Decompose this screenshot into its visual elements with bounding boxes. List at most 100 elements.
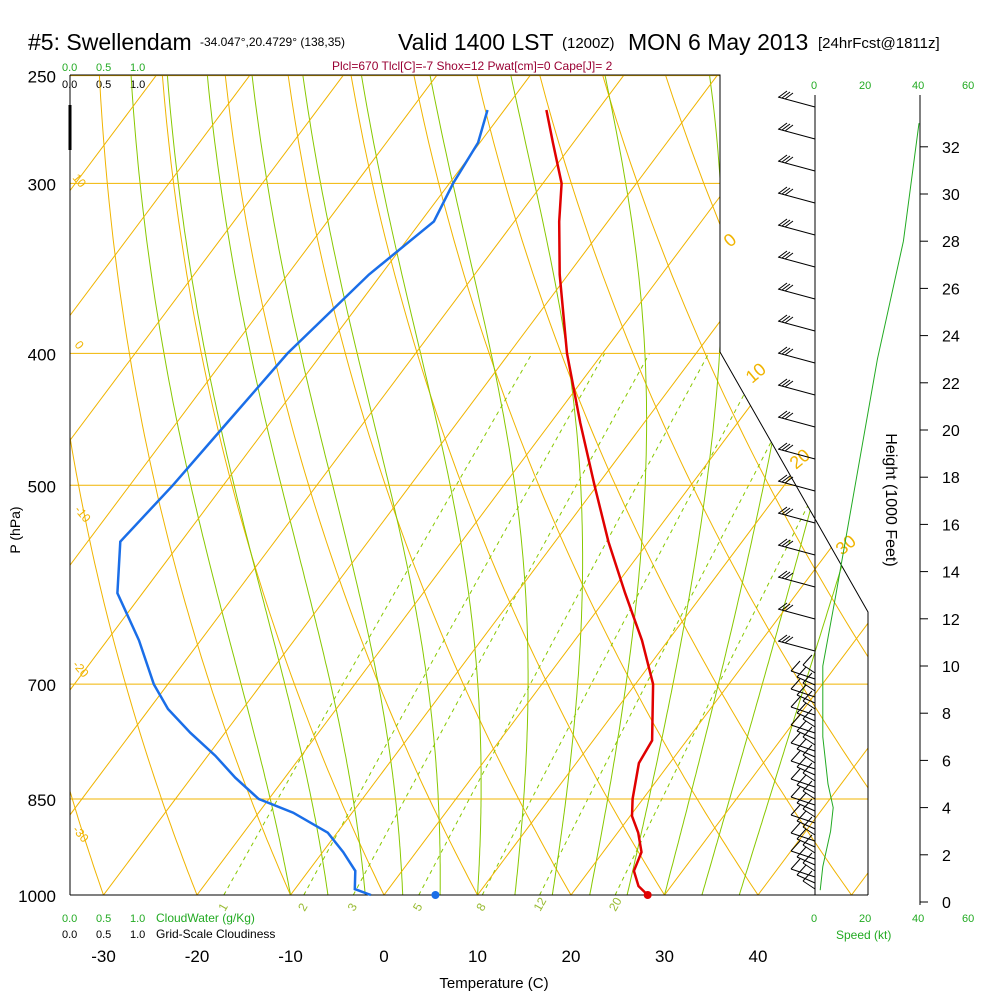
temperature-axis-title: Temperature (C) — [439, 975, 548, 992]
wind-barb-feather — [802, 780, 813, 792]
wind-barb — [802, 826, 816, 836]
speed-top-60: 60 — [962, 80, 974, 92]
wind-barb-feather — [781, 123, 791, 131]
wind-barb — [796, 874, 816, 884]
wind-barb-feather — [781, 347, 791, 355]
height-tick-label: 28 — [942, 234, 960, 251]
cloud-bottom-1: 0.5 — [96, 913, 111, 925]
wind-barb-feather — [796, 756, 807, 768]
mixing-ratio-label: 20 — [606, 895, 625, 914]
station-title: #5: Swellendam — [28, 29, 192, 55]
wind-barb — [790, 688, 816, 698]
cloud-bottom-0: 0.0 — [62, 913, 77, 925]
cloud-bottom-2: 1.0 — [130, 913, 145, 925]
height-tick-label: 2 — [942, 848, 951, 865]
wind-barb — [777, 128, 816, 140]
mixing-ratio-line — [223, 353, 533, 895]
pressure-tick-label: 400 — [28, 345, 56, 364]
wind-barb — [777, 608, 816, 620]
mixing-ratio-label: 3 — [345, 900, 361, 913]
wind-barb-feather — [784, 508, 794, 516]
isotherm-line — [757, 75, 868, 895]
surface-temperature-marker — [643, 891, 652, 899]
wind-barb-feather — [790, 678, 801, 690]
dry-adiabat — [70, 75, 198, 895]
height-tick-label: 24 — [942, 329, 960, 346]
wind-barb — [777, 416, 816, 428]
wind-barb-feather — [784, 444, 794, 452]
dry-adiabat — [287, 75, 572, 895]
wind-barb — [790, 742, 816, 752]
isotherm-line — [664, 75, 868, 895]
isotherm-line — [70, 75, 250, 895]
plot-area — [70, 75, 1000, 895]
temperature-tick-label: 30 — [655, 947, 674, 966]
speed-top-40: 40 — [912, 80, 924, 92]
moist-adiabat — [361, 75, 482, 895]
height-tick-label: 6 — [942, 753, 951, 770]
wind-barb-feather — [781, 187, 791, 195]
speed-top-0: 0 — [811, 80, 817, 92]
wind-barb-feather — [796, 792, 807, 804]
wind-barb-feather — [802, 744, 813, 756]
height-tick-label: 4 — [942, 801, 951, 818]
wind-barb-feather — [781, 379, 791, 387]
wind-barb — [796, 766, 816, 776]
moist-adiabat — [166, 75, 329, 895]
cloudiness-bottom-2: 1.0 — [130, 929, 145, 941]
wind-barb-feather — [802, 870, 813, 882]
mixing-ratio-line — [614, 353, 868, 895]
wind-barb — [802, 844, 816, 854]
wind-barb-feather — [778, 122, 788, 130]
wind-barb-feather — [802, 726, 813, 738]
cloudiness-bottom-1: 0.5 — [96, 929, 111, 941]
temperature-tick-label: 20 — [562, 947, 581, 966]
wind-barb-feather — [781, 411, 791, 419]
wind-barb-feather — [796, 864, 807, 876]
wind-barb-feather — [781, 539, 791, 547]
wind-barb — [796, 802, 816, 812]
wind-barb-feather — [778, 314, 788, 322]
mixing-ratio-label: 8 — [473, 900, 489, 913]
wind-barb-feather — [790, 732, 801, 744]
mixing-ratio-line — [303, 353, 606, 895]
cloudiness-top-1: 0.5 — [96, 79, 111, 91]
wind-barb — [802, 772, 816, 782]
height-axis-title: Height (1000 Feet) — [882, 433, 899, 566]
dry-adiabat — [70, 75, 104, 895]
wind-barb-feather — [778, 90, 788, 98]
isotherm-label: 0 — [720, 229, 741, 251]
height-tick-label: 22 — [942, 376, 960, 393]
wind-barb — [796, 748, 816, 758]
moist-adiabat — [206, 75, 366, 895]
wind-barb-feather — [778, 186, 788, 194]
wind-barb — [777, 96, 816, 108]
wind-barb-feather — [778, 506, 788, 514]
wind-barb-feather — [796, 702, 807, 714]
speed-axis-label: Speed (kt) — [836, 928, 891, 942]
wind-barb — [796, 838, 816, 848]
height-tick-label: 8 — [942, 706, 951, 723]
mixing-ratio-label: 12 — [531, 895, 550, 914]
wind-barb-feather — [781, 251, 791, 259]
moist-adiabat — [510, 75, 584, 895]
wind-barb — [802, 718, 816, 728]
dry-adiabat-label: 0 — [72, 338, 87, 352]
wind-barb — [790, 706, 816, 716]
dry-adiabat — [980, 76, 1000, 895]
dry-adiabat — [854, 75, 868, 895]
wind-barb — [790, 850, 816, 860]
stability-indices: Plcl=670 Tlcl[C]=-7 Shox=12 Pwat[cm]=0 C… — [332, 59, 613, 73]
isotherm-line — [70, 75, 344, 895]
wind-barb — [790, 778, 816, 788]
wind-barb-feather — [784, 124, 794, 132]
wind-barb-feather — [781, 219, 791, 227]
forecast-label: [24hrFcst@1811z] — [818, 35, 940, 52]
wind-barb — [802, 862, 816, 872]
wind-barb — [777, 192, 816, 204]
speed-bottom-0: 0 — [811, 913, 817, 925]
wind-barb-feather — [778, 570, 788, 578]
wind-barb — [777, 576, 816, 588]
wind-barb — [802, 790, 816, 800]
